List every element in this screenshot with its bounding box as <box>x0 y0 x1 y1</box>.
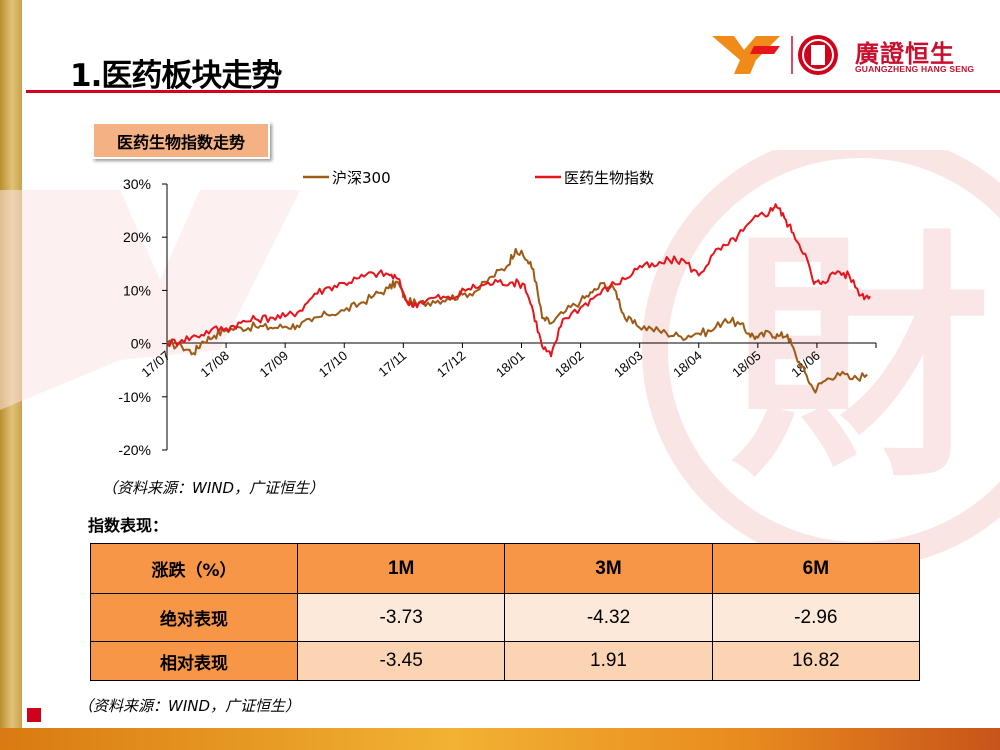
watermark-ye-mark <box>0 190 300 410</box>
performance-table: 涨跌（%） 1M 3M 6M 绝对表现 -3.73 -4.32 -2.96 相对… <box>90 543 921 681</box>
bottom-decor-bar <box>0 728 1000 750</box>
chart-source-note: （资料来源：WIND，广证恒生） <box>102 479 325 497</box>
x-tick-label: 17/08 <box>197 348 232 380</box>
table-header-cell: 6M <box>711 543 921 594</box>
table-cell: -3.73 <box>296 593 506 642</box>
ye-logo-accent <box>750 46 780 54</box>
table-header-row: 涨跌（%） 1M 3M 6M <box>90 543 921 594</box>
series-line-hs300 <box>166 247 868 394</box>
table-cell: -2.96 <box>711 593 921 642</box>
company-logo <box>712 35 838 75</box>
x-tick-label: 17/12 <box>434 348 469 380</box>
x-tick-label: 17/11 <box>375 348 409 380</box>
logo-chinese-name: 廣證恒生 <box>855 40 955 68</box>
corner-red-square <box>27 708 41 722</box>
y-tick-label: -20% <box>118 442 151 458</box>
table-cell: 1.91 <box>504 641 713 681</box>
page-title: 1.医药板块走势 <box>70 58 282 94</box>
performance-label: 指数表现： <box>88 516 169 535</box>
table-header-cell: 涨跌（%） <box>90 543 298 594</box>
x-tick-label: 18/01 <box>493 348 528 380</box>
table-row-label: 相对表现 <box>90 641 298 681</box>
ye-logo-icon <box>712 36 780 74</box>
watermark-logo: 財 <box>0 150 1000 568</box>
table-source-note: （资料来源：WIND，广证恒生） <box>78 697 301 715</box>
watermark-character: 財 <box>730 210 990 512</box>
y-tick-label: -10% <box>118 389 151 405</box>
series-line-pharma-index <box>166 203 871 358</box>
seal-glyph <box>811 45 825 65</box>
table-header-cell: 1M <box>296 543 506 594</box>
x-tick-label: 18/03 <box>611 348 646 380</box>
table-cell: 16.82 <box>711 641 921 681</box>
chart-section-tag: 医药生物指数走势 <box>92 122 270 159</box>
table-cell: -4.32 <box>504 593 713 642</box>
table-header-cell: 3M <box>504 543 713 594</box>
table-row-label: 绝对表现 <box>90 593 298 642</box>
table-row: 绝对表现 -3.73 -4.32 -2.96 <box>90 593 921 642</box>
x-tick-label: 18/02 <box>552 348 587 380</box>
y-tick-label: 0% <box>131 336 151 352</box>
line-chart: 30% 20% 10% 0% -10% -20% 17/07 17/08 17/09 17/10 1… <box>118 169 877 458</box>
logo-english-name: GUANGZHENG HANG SENG <box>855 64 975 74</box>
legend-label: 医药生物指数 <box>564 169 654 187</box>
table-row: 相对表现 -3.45 1.91 16.82 <box>90 641 921 681</box>
y-tick-label: 20% <box>123 229 151 245</box>
legend-label: 沪深300 <box>332 169 391 187</box>
y-tick-label: 30% <box>123 176 151 192</box>
seal-inner-ring <box>802 39 834 71</box>
x-tick-label: 18/04 <box>670 348 705 380</box>
x-tick-label: 17/09 <box>257 348 292 380</box>
x-tick-label: 18/05 <box>729 348 764 380</box>
table-cell: -3.45 <box>296 641 506 681</box>
x-tick-label: 17/07 <box>138 348 173 380</box>
title-divider <box>26 90 1000 93</box>
y-tick-label: 10% <box>123 282 151 298</box>
x-tick-label: 17/10 <box>316 348 351 380</box>
